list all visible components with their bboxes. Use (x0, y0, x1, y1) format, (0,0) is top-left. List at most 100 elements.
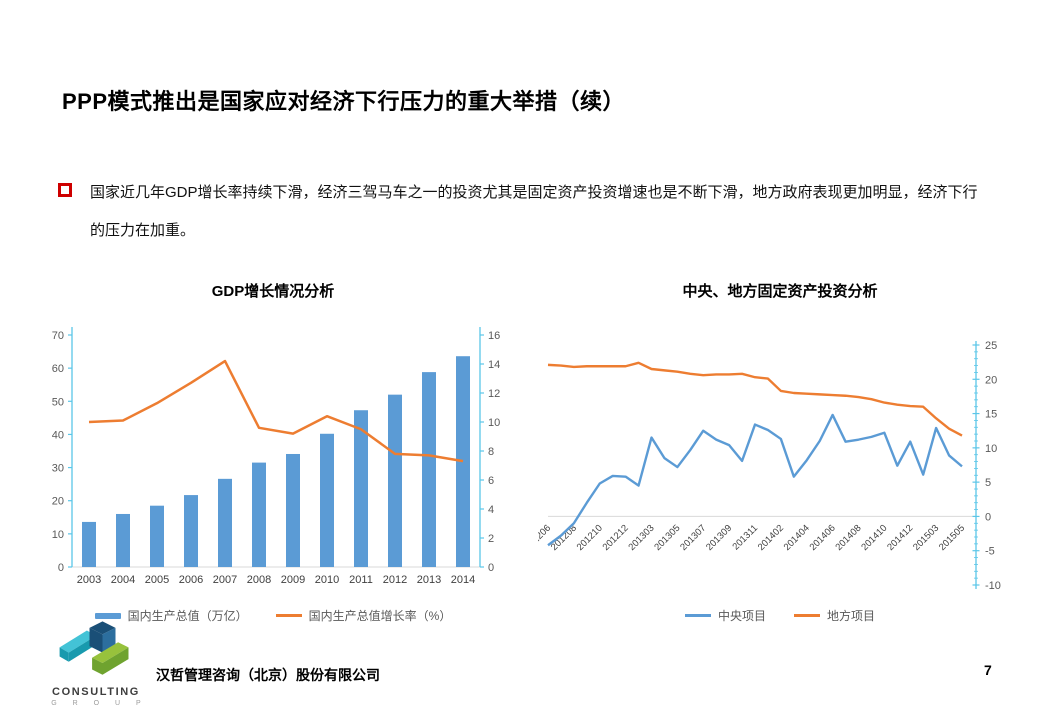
svg-text:2009: 2009 (281, 574, 305, 586)
x-axis-label: 201311 (730, 523, 760, 553)
gdp-bar (82, 521, 96, 567)
x-axis-label: 201503 (911, 523, 941, 553)
legend-item-central: 中央项目 (684, 607, 766, 624)
svg-text:2008: 2008 (247, 574, 271, 586)
svg-text:15: 15 (985, 409, 997, 421)
fai-chart-canvas: -10-505101520252012062012082012102012122… (538, 340, 1001, 592)
svg-text:10: 10 (985, 443, 997, 455)
svg-text:2010: 2010 (315, 574, 339, 586)
svg-text:201408: 201408 (833, 523, 863, 553)
svg-text:0: 0 (985, 511, 991, 523)
svg-text:2011: 2011 (349, 574, 373, 586)
svg-text:30: 30 (52, 463, 64, 475)
gdp-bar (320, 433, 334, 567)
svg-text:5: 5 (985, 477, 991, 489)
line-swatch-icon (684, 614, 711, 617)
svg-text:20: 20 (52, 496, 64, 508)
svg-text:16: 16 (488, 330, 500, 342)
x-axis-label: 201210 (575, 523, 605, 553)
gdp-bar (388, 394, 402, 567)
svg-text:-5: -5 (985, 546, 995, 558)
gdp-growth-line (88, 359, 464, 463)
fai-chart-title: 中央、地方固定资产投资分析 (682, 283, 878, 300)
svg-text:201402: 201402 (756, 523, 786, 553)
gdp-bar (116, 513, 130, 567)
x-axis-label: 201410 (859, 523, 889, 553)
svg-text:6: 6 (488, 475, 494, 487)
bullet-item: 国家近几年GDP增长率持续下滑，经济三驾马车之一的投资尤其是固定资产投资增速也是… (58, 174, 988, 250)
gdp-bar (150, 505, 164, 567)
svg-text:201410: 201410 (859, 523, 889, 553)
svg-text:201307: 201307 (678, 523, 708, 553)
svg-text:20: 20 (985, 374, 997, 386)
gdp-bar (286, 453, 300, 567)
company-logo: CONSULTING G R O U P (44, 620, 148, 707)
svg-text:0: 0 (58, 562, 64, 574)
svg-text:2007: 2007 (213, 574, 237, 586)
gdp-bar (354, 410, 368, 567)
gdp-bar (218, 478, 232, 567)
legend-item-gdp-growth: 国内生产总值增长率（%） (275, 607, 452, 624)
x-axis-label: 201408 (833, 523, 863, 553)
svg-text:50: 50 (52, 396, 64, 408)
legend-label: 国内生产总值增长率（%） (308, 609, 452, 623)
svg-text:10: 10 (52, 529, 64, 541)
svg-text:201309: 201309 (704, 523, 734, 553)
gdp-bar (252, 462, 266, 567)
x-axis-label: 201208 (549, 523, 579, 553)
svg-text:2005: 2005 (145, 574, 169, 586)
line-swatch-icon (794, 614, 820, 617)
svg-text:201305: 201305 (652, 523, 682, 553)
gdp-chart-legend: 国内生产总值（万亿） 国内生产总值增长率（%） (36, 607, 510, 624)
logo-mark-icon (59, 621, 129, 675)
footer-company-name: 汉哲管理咨询（北京）股份有限公司 (156, 667, 380, 683)
x-axis-label: 201307 (678, 523, 708, 553)
bullet-square-icon (58, 183, 72, 197)
svg-text:-10: -10 (985, 580, 1001, 592)
gdp-bar (456, 356, 470, 567)
fai-chart-block: 中央、地方固定资产投资分析 -10 -5 0 5 10 15 20 25 201206 20120… (538, 280, 1022, 624)
svg-text:201505: 201505 (937, 523, 967, 553)
svg-text:201412: 201412 (885, 523, 915, 553)
gdp-bar (422, 372, 436, 567)
x-axis-label: 201212 (601, 523, 631, 553)
svg-text:201303: 201303 (626, 523, 656, 553)
svg-text:8: 8 (488, 446, 494, 458)
x-axis-label: 201505 (937, 523, 967, 553)
svg-text:25: 25 (985, 340, 997, 352)
svg-text:14: 14 (488, 359, 500, 371)
svg-text:2014: 2014 (451, 574, 475, 586)
central-projects-line (547, 413, 963, 547)
logo-text-group: G R O U P (51, 700, 148, 707)
legend-item-gdp-total: 国内生产总值（万亿） (94, 607, 248, 624)
svg-text:2013: 2013 (417, 574, 441, 586)
bullet-text: 国家近几年GDP增长率持续下滑，经济三驾马车之一的投资尤其是固定资产投资增速也是… (90, 184, 978, 239)
svg-text:2012: 2012 (383, 574, 407, 586)
svg-text:2006: 2006 (179, 574, 203, 586)
legend-label: 地方项目 (827, 609, 876, 623)
svg-text:201311: 201311 (730, 523, 760, 553)
logo-text-consulting: CONSULTING (52, 686, 140, 698)
x-axis-label: 201305 (652, 523, 682, 553)
svg-text:2004: 2004 (111, 574, 135, 586)
svg-text:201404: 201404 (782, 523, 812, 553)
line-swatch-icon (275, 614, 302, 617)
svg-text:2003: 2003 (77, 574, 101, 586)
x-axis-label: 201412 (885, 523, 915, 553)
svg-text:60: 60 (52, 363, 64, 375)
page-title: PPP模式推出是国家应对经济下行压力的重大举措（续） (62, 89, 626, 114)
svg-text:201208: 201208 (549, 523, 579, 553)
gdp-chart-title: GDP增长情况分析 (211, 283, 335, 300)
svg-text:70: 70 (52, 330, 64, 342)
legend-item-local: 地方项目 (794, 607, 875, 624)
x-axis-label: 201406 (808, 523, 838, 553)
x-axis-label: 201402 (756, 523, 786, 553)
svg-text:10: 10 (488, 417, 500, 429)
bar-swatch-icon (94, 612, 121, 619)
gdp-chart-block: GDP增长情况分析 0 10 20 30 40 50 60 70 0 2 4 6 8 10 12 14 16 20… (36, 280, 510, 624)
svg-text:2: 2 (488, 533, 494, 545)
svg-text:201503: 201503 (911, 523, 941, 553)
svg-text:12: 12 (488, 388, 500, 400)
svg-text:201212: 201212 (601, 523, 631, 553)
